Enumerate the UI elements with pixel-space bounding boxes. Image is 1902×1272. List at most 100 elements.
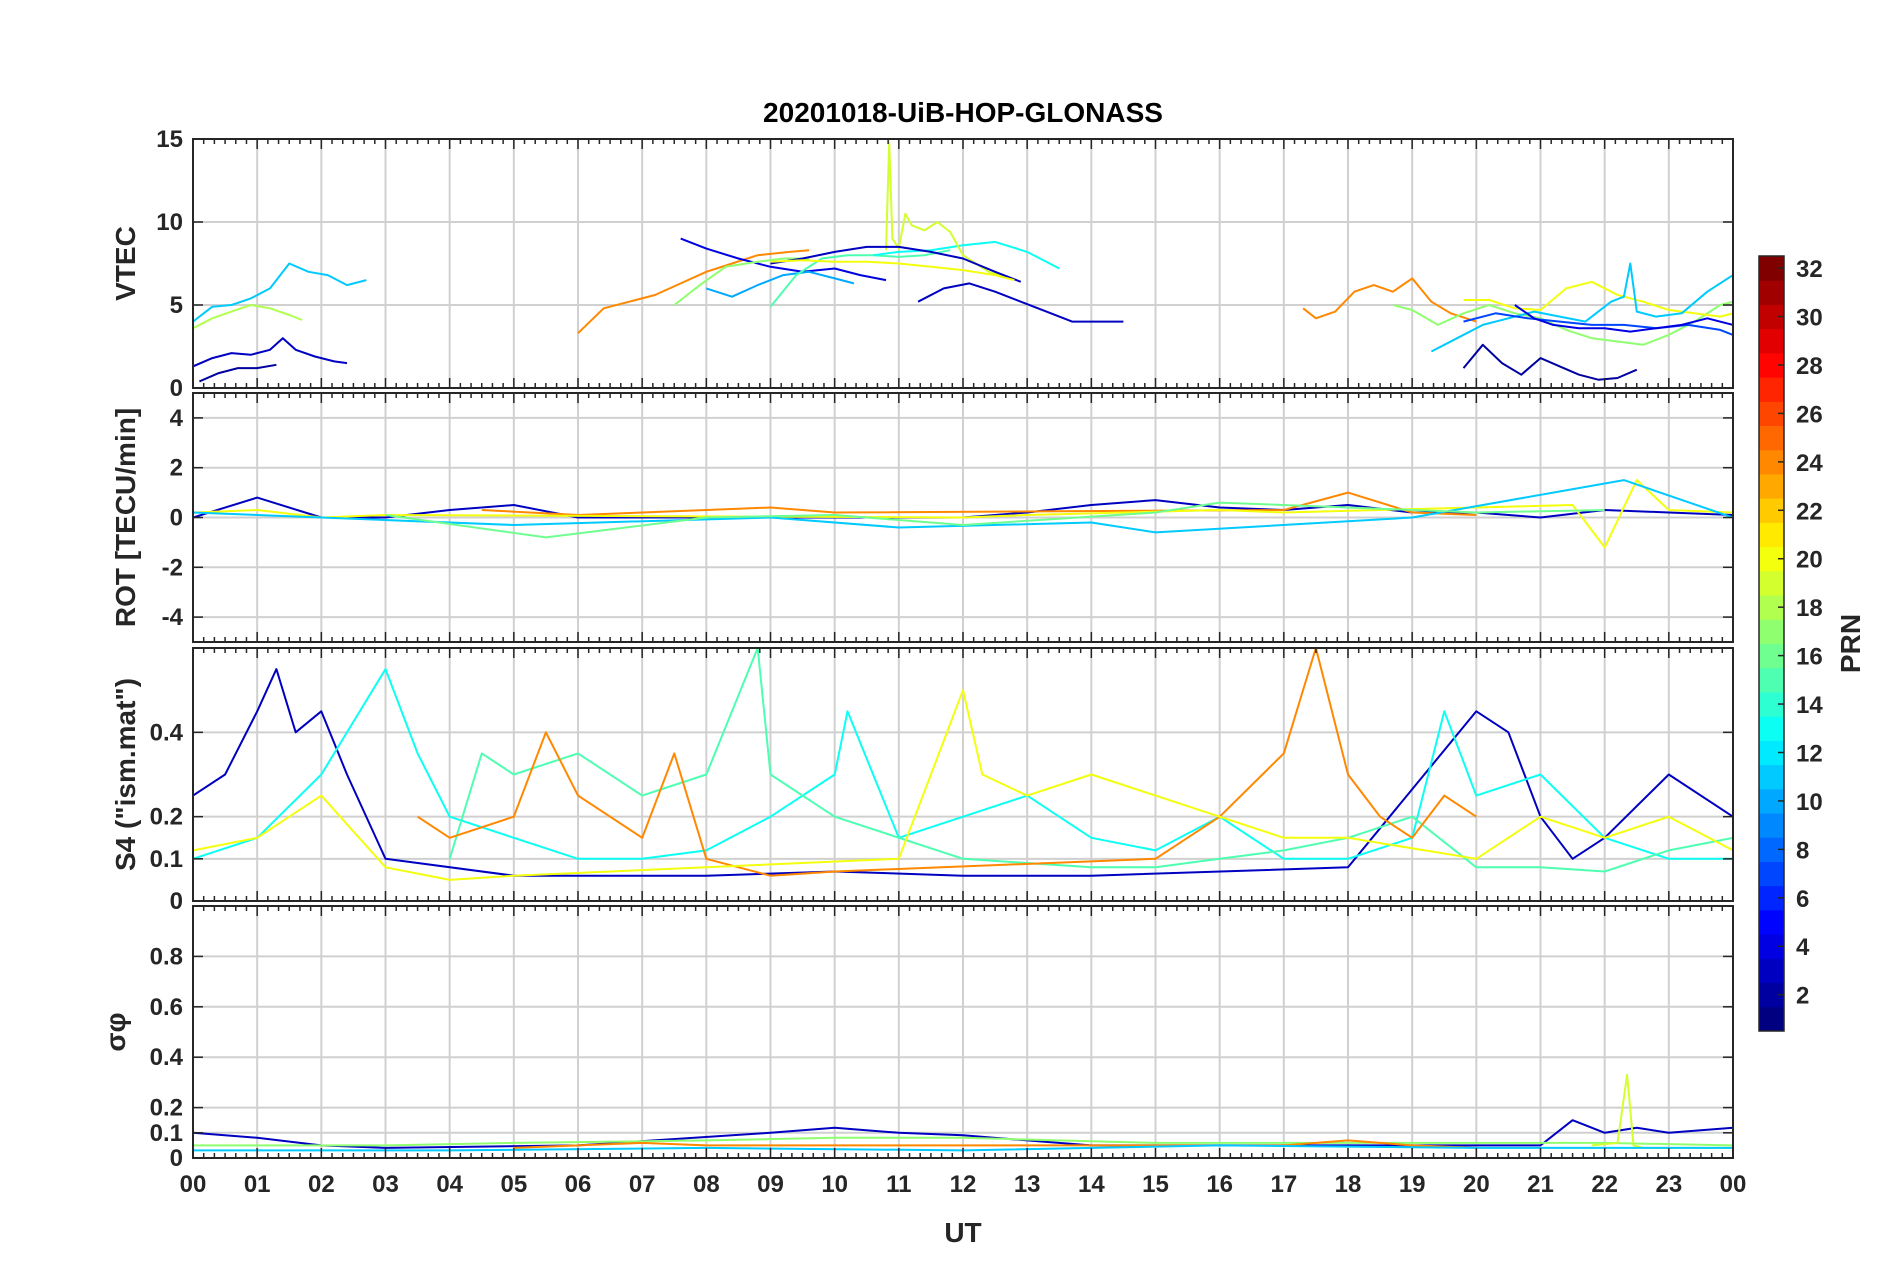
colorbar-segment [1759, 909, 1784, 935]
series-prn-3 [193, 337, 348, 368]
panel-4: 00.10.2 0.4 0.6 0.8 σφ [100, 905, 1734, 1172]
panel-frame [192, 138, 1734, 389]
x-tick-label: 00 [180, 1171, 207, 1198]
y-tick-label: 0.4 [150, 719, 184, 746]
x-tick-label: 17 [1270, 1171, 1297, 1198]
y-tick-label: 2 [170, 455, 183, 482]
y-tick-label: 0 [170, 888, 183, 915]
series-prn-24 [417, 648, 1477, 877]
colorbar-segment [1759, 522, 1784, 548]
y-tick-label: 0 [170, 505, 183, 532]
series-prn-17 [193, 1136, 1733, 1147]
series-prn-20 [1463, 280, 1733, 318]
series-prn-20 [193, 689, 1733, 881]
colorbar-segment [1759, 716, 1784, 741]
x-tick-label: 19 [1399, 1171, 1426, 1198]
y-axis-label: S4 ("ism.mat") [110, 678, 141, 871]
x-tick-label: 14 [1078, 1171, 1105, 1198]
x-tick-label: 12 [950, 1171, 977, 1198]
y-tick-label: 4 [170, 405, 184, 432]
series-prn-4 [1514, 304, 1733, 333]
series-group [193, 479, 1733, 549]
series-prn-24 [577, 249, 810, 334]
colorbar-segment [1759, 473, 1784, 499]
colorbar-segment [1759, 861, 1784, 887]
colorbar-tick-label: 4 [1796, 934, 1810, 961]
x-tick-label: 09 [757, 1171, 784, 1198]
panel-frame [192, 905, 1734, 1159]
x-tick-label: 23 [1655, 1171, 1682, 1198]
y-tick-label: 0 [170, 375, 183, 402]
colorbar-tick-label: 18 [1796, 595, 1823, 622]
series-prn-3 [770, 245, 1022, 283]
colorbar-label: PRN [1835, 614, 1866, 673]
colorbar-segment [1759, 764, 1784, 790]
series-prn-7 [1463, 312, 1733, 336]
colorbar-tick-label: 26 [1796, 401, 1823, 428]
x-tick-label: 13 [1014, 1171, 1041, 1198]
colorbar-tick-label: 14 [1796, 692, 1823, 719]
x-tick-label: 03 [372, 1171, 399, 1198]
series-prn-2 [1462, 343, 1638, 381]
x-tick-label: 21 [1527, 1171, 1554, 1198]
series-prn-2 [199, 363, 277, 383]
colorbar-tick-label: 22 [1796, 498, 1823, 525]
colorbar-tick-label: 32 [1796, 256, 1823, 283]
y-tick-label: 10 [156, 209, 183, 236]
y-tick-label: 0.4 [150, 1044, 184, 1071]
colorbar-segment [1759, 813, 1784, 838]
colorbar-tick-label: 8 [1796, 837, 1809, 864]
x-tick-label: 15 [1142, 1171, 1169, 1198]
y-tick-label: 0 [170, 1145, 183, 1172]
colorbar-frame [1758, 255, 1785, 1032]
colorbar-tick-label: 2 [1796, 983, 1809, 1010]
x-tick-label: 08 [693, 1171, 720, 1198]
panel-2: -4 -2 0 2 4 ROT [TECU/min] [110, 392, 1734, 643]
colorbar-segment [1759, 1006, 1784, 1032]
colorbar-tick-label: 10 [1796, 789, 1823, 816]
series-prn-17 [673, 257, 809, 306]
y-tick-label: 5 [170, 292, 183, 319]
panel-3: 0 0.1 0.2 0.4 S4 ("ism.mat") [110, 647, 1734, 915]
series-prn-24 [513, 1139, 1477, 1149]
x-tick-label: 02 [308, 1171, 335, 1198]
x-tick-label: 00 [1720, 1171, 1747, 1198]
chart-title: 20201018-UiB-HOP-GLONASS [763, 97, 1163, 128]
y-tick-label: 0.1 [150, 1120, 183, 1147]
y-tick-label: -4 [162, 604, 184, 631]
y-axis-label: ROT [TECU/min] [110, 408, 141, 627]
x-tick-label: 11 [886, 1171, 911, 1198]
series-prn-10 [705, 270, 855, 298]
colorbar-tick-label: 6 [1796, 886, 1809, 913]
series-prn-13 [873, 240, 1060, 270]
x-tick-label: 16 [1206, 1171, 1233, 1198]
colorbar-tick-label: 30 [1796, 305, 1823, 332]
series-prn-11 [1430, 262, 1733, 353]
y-tick-label: 0.1 [150, 846, 183, 873]
x-tick-label: 01 [244, 1171, 271, 1198]
y-axis-label: σφ [100, 1012, 131, 1051]
colorbar-tick-label: 28 [1796, 353, 1823, 380]
colorbar-segment [1759, 280, 1784, 305]
y-tick-label: 0.2 [150, 804, 183, 831]
x-tick-label: 20 [1463, 1171, 1490, 1198]
x-tick-label: 06 [565, 1171, 592, 1198]
panel-1: 0 5 10 15 VTEC [110, 126, 1734, 402]
x-tick-label: 18 [1335, 1171, 1362, 1198]
x-tick-label: 04 [436, 1171, 463, 1198]
panel-frame [192, 647, 1734, 902]
series-prn-19 [885, 141, 1015, 282]
x-tick-label: 05 [500, 1171, 527, 1198]
series-prn-11 [193, 262, 367, 323]
series-group [193, 648, 1733, 881]
x-tick-label: 07 [629, 1171, 656, 1198]
colorbar-segment [1759, 667, 1784, 693]
colorbar-tick-label: 20 [1796, 547, 1823, 574]
series-prn-16 [385, 501, 1605, 539]
colorbar-tick-label: 16 [1796, 644, 1823, 671]
colorbar-segment [1759, 377, 1784, 402]
series-group [193, 141, 1733, 383]
